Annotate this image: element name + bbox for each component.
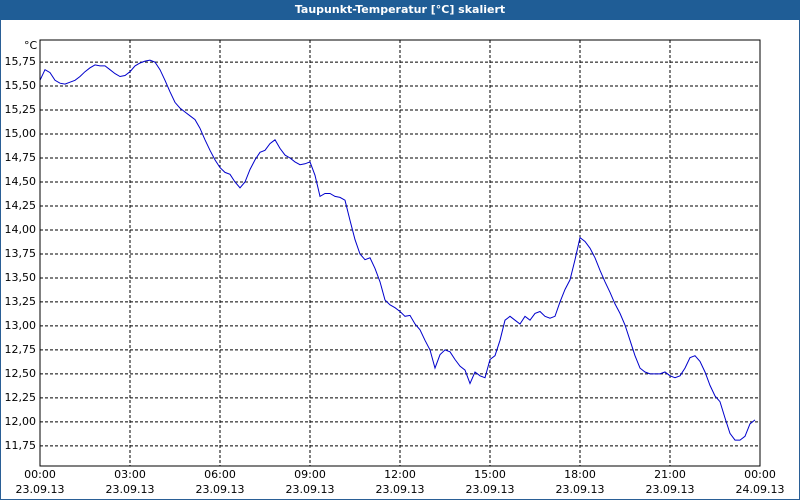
x-tick-date: 23.09.13 xyxy=(196,483,245,496)
x-tick-date: 23.09.13 xyxy=(16,483,65,496)
x-tick-label: 00:00 xyxy=(24,468,56,481)
data-line xyxy=(39,59,756,441)
y-tick-label: 13,25 xyxy=(5,295,37,308)
x-tick-date: 23.09.13 xyxy=(286,483,335,496)
y-tick-label: 14,00 xyxy=(5,223,37,236)
x-tick-date: 23.09.13 xyxy=(646,483,695,496)
y-tick-label: 13,50 xyxy=(5,271,37,284)
x-tick-label: 12:00 xyxy=(384,468,416,481)
y-tick-label: 13,00 xyxy=(5,319,37,332)
y-tick-label: 15,75 xyxy=(5,55,37,68)
y-tick-label: 14,50 xyxy=(5,175,37,188)
x-tick-date: 23.09.13 xyxy=(376,483,425,496)
y-tick-label: 15,25 xyxy=(5,103,37,116)
x-tick-date: 23.09.13 xyxy=(556,483,605,496)
chart-title: Taupunkt-Temperatur [°C] skaliert xyxy=(295,3,505,16)
y-tick-label: 14,75 xyxy=(5,151,37,164)
y-tick-label: 13,75 xyxy=(5,247,37,260)
y-tick-label: 12,50 xyxy=(5,367,37,380)
y-tick-label: 15,50 xyxy=(5,79,37,92)
x-tick-label: 06:00 xyxy=(204,468,236,481)
x-tick-label: 03:00 xyxy=(114,468,146,481)
x-tick-label: 00:00 xyxy=(744,468,776,481)
x-tick-label: 09:00 xyxy=(294,468,326,481)
x-tick-label: 21:00 xyxy=(654,468,686,481)
y-unit: °C xyxy=(24,39,38,52)
x-tick-date: 24.09.13 xyxy=(736,483,785,496)
y-tick-label: 12,00 xyxy=(5,415,37,428)
y-tick-label: 14,25 xyxy=(5,199,37,212)
x-tick-date: 23.09.13 xyxy=(106,483,155,496)
y-tick-label: 11,75 xyxy=(5,439,37,452)
plot-border xyxy=(39,39,761,467)
title-bar xyxy=(0,0,800,20)
y-tick-label: 12,75 xyxy=(5,343,37,356)
y-tick-label: 12,25 xyxy=(5,391,37,404)
x-tick-label: 15:00 xyxy=(474,468,506,481)
x-tick-date: 23.09.13 xyxy=(466,483,515,496)
x-tick-label: 18:00 xyxy=(564,468,596,481)
y-tick-label: 15,00 xyxy=(5,127,37,140)
